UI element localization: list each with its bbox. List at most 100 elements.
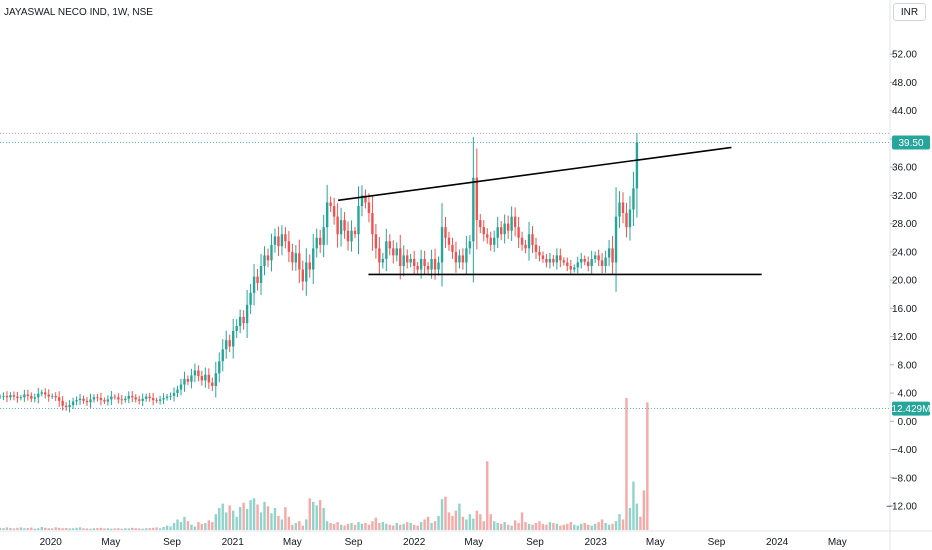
volume-bar bbox=[183, 516, 186, 530]
volume-bar bbox=[423, 519, 426, 530]
volume-bar bbox=[211, 522, 214, 530]
volume-bar bbox=[148, 528, 151, 530]
volume-bar bbox=[433, 521, 437, 530]
x-tick-label: May bbox=[464, 537, 483, 548]
candle-body bbox=[559, 255, 562, 261]
candle-body bbox=[437, 262, 440, 270]
volume-bar bbox=[611, 523, 614, 530]
candle-body bbox=[315, 237, 318, 249]
volume-bar bbox=[33, 528, 36, 530]
candle-body bbox=[399, 248, 402, 266]
candle-body bbox=[266, 255, 270, 261]
volume-bar bbox=[447, 512, 451, 530]
volume-bar bbox=[458, 503, 461, 530]
volume-bar bbox=[468, 514, 472, 530]
trendlines[interactable] bbox=[337, 146, 762, 276]
candle-body bbox=[287, 241, 291, 252]
volume-bar bbox=[590, 525, 593, 530]
candle-body bbox=[451, 244, 454, 252]
volume-bar bbox=[531, 524, 534, 530]
candle-body bbox=[357, 206, 360, 235]
x-tick-label: May bbox=[283, 537, 302, 548]
volume-bar bbox=[78, 527, 82, 530]
candle-body bbox=[54, 395, 57, 398]
candle-body bbox=[367, 202, 371, 214]
volume-bar bbox=[89, 528, 92, 530]
volume-bar bbox=[576, 525, 579, 530]
trendline-resistance[interactable] bbox=[337, 146, 732, 202]
candle-body bbox=[277, 236, 280, 247]
volume-bar bbox=[451, 515, 454, 530]
volume-bar bbox=[252, 498, 256, 530]
volume-bar bbox=[51, 528, 54, 530]
x-tick-label: 2021 bbox=[222, 537, 245, 548]
candle-body bbox=[138, 399, 141, 401]
x-tick-label: 2024 bbox=[766, 537, 789, 548]
candle-body bbox=[573, 267, 576, 270]
candle-body bbox=[30, 395, 33, 399]
volume-bar bbox=[493, 521, 496, 530]
candle-body bbox=[350, 230, 353, 242]
candle-body bbox=[284, 234, 287, 242]
volume-bar bbox=[426, 516, 430, 530]
volume-bar bbox=[506, 524, 510, 530]
candle-body bbox=[134, 397, 137, 400]
candle-body bbox=[506, 223, 510, 231]
volume-bar bbox=[225, 512, 228, 530]
volume-bar bbox=[16, 527, 19, 530]
x-tick-label: May bbox=[646, 537, 665, 548]
candle-body bbox=[339, 220, 343, 235]
volume-bar bbox=[238, 507, 242, 530]
candle-body bbox=[611, 248, 614, 263]
volume-bar bbox=[235, 516, 238, 530]
candle-body bbox=[44, 392, 47, 395]
volume-bar bbox=[343, 525, 346, 530]
volume-bar bbox=[520, 512, 524, 530]
volume-bar bbox=[322, 508, 325, 530]
candle-body bbox=[179, 384, 183, 390]
volume-bar bbox=[607, 524, 611, 530]
candle-body bbox=[566, 262, 569, 266]
last-volume-label-bg bbox=[892, 401, 930, 416]
candle-body bbox=[489, 237, 492, 245]
volume-bar bbox=[294, 522, 298, 530]
volume-bar bbox=[545, 524, 548, 530]
x-tick-label: May bbox=[101, 537, 120, 548]
volume-bar bbox=[646, 402, 649, 530]
volume-bar bbox=[305, 519, 308, 530]
volume-bar bbox=[68, 528, 71, 530]
candle-body bbox=[200, 376, 204, 381]
candle-body bbox=[155, 400, 158, 401]
candle-body bbox=[378, 248, 381, 263]
volume-bar bbox=[2, 528, 5, 530]
volume-bar bbox=[162, 526, 165, 530]
candle-body bbox=[590, 258, 593, 266]
volume-bar bbox=[40, 526, 43, 530]
volume-bar bbox=[628, 508, 632, 530]
volume-bar bbox=[221, 503, 224, 530]
candle-body bbox=[92, 397, 96, 400]
volume-bar bbox=[367, 524, 371, 530]
x-tick-label: 2022 bbox=[403, 537, 426, 548]
y-tick-label: −4.00 bbox=[892, 445, 918, 456]
candle-body bbox=[604, 257, 607, 266]
candle-body bbox=[486, 234, 489, 238]
candle-body bbox=[322, 227, 325, 245]
candle-body bbox=[388, 241, 392, 249]
volume-bar bbox=[325, 521, 329, 530]
candle-body bbox=[103, 400, 106, 402]
volume-bar bbox=[580, 523, 583, 530]
candle-body bbox=[57, 397, 61, 401]
candle-body bbox=[329, 202, 332, 206]
volume-bar bbox=[190, 524, 193, 530]
volume-bar bbox=[635, 503, 639, 530]
volume-bar bbox=[336, 522, 339, 530]
volume-bar bbox=[642, 490, 646, 530]
x-tick-label: Sep bbox=[526, 537, 544, 548]
currency-button[interactable]: INR bbox=[893, 3, 926, 21]
last-price-label-bg bbox=[892, 135, 930, 150]
candle-body bbox=[141, 398, 144, 401]
volume-bar bbox=[562, 524, 566, 530]
